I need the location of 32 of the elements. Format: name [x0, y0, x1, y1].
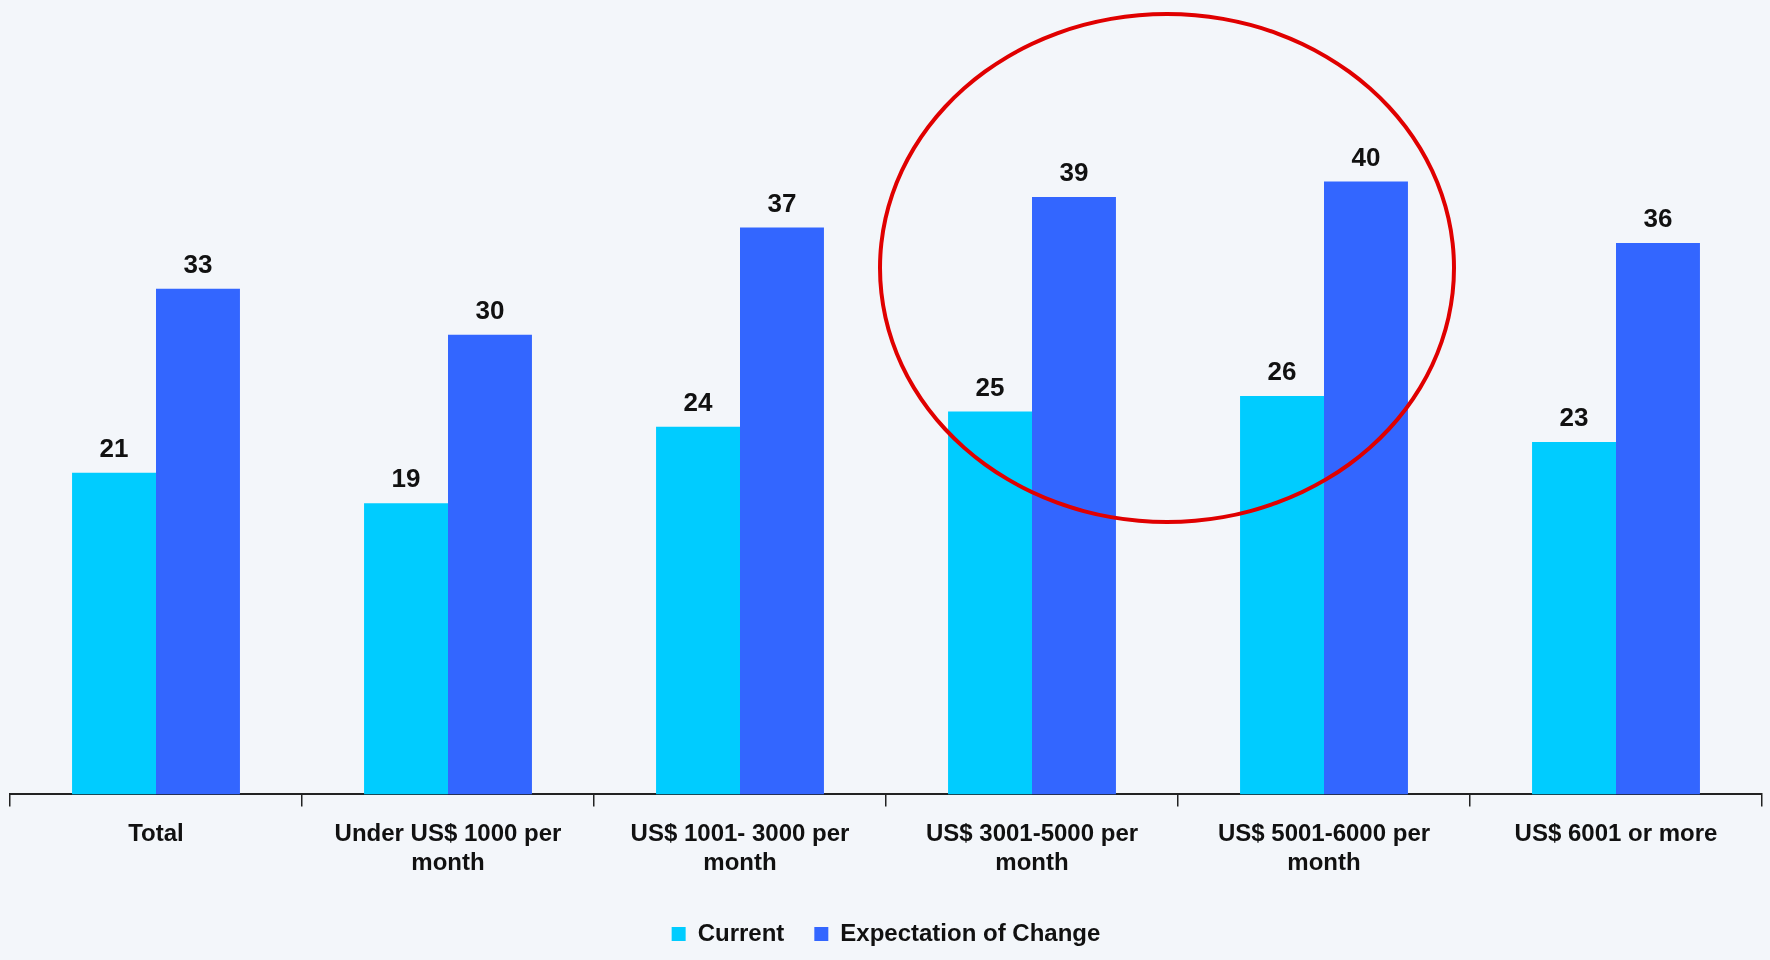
x-tick-label: Under US$ 1000 per month	[334, 819, 562, 876]
bar	[448, 334, 532, 795]
data-label: 40	[1351, 141, 1381, 172]
x-tick-label: US$ 6001 or more	[1514, 819, 1718, 847]
bar	[948, 411, 1032, 795]
data-label: 19	[391, 463, 421, 494]
bar	[1032, 196, 1116, 795]
data-label: 37	[767, 187, 797, 218]
data-label: 23	[1559, 402, 1589, 433]
data-label: 25	[975, 371, 1005, 402]
bar	[156, 288, 240, 795]
data-label: 36	[1643, 203, 1673, 234]
data-label: 30	[475, 294, 505, 325]
x-tick-label: US$ 3001-5000 per month	[925, 819, 1139, 876]
legend-label: Current	[697, 918, 785, 946]
data-label: 39	[1059, 157, 1089, 188]
bar	[1616, 242, 1700, 795]
x-tick-label: US$ 1001- 3000 per month	[630, 819, 850, 876]
x-tick-label: US$ 5001-6000 per month	[1217, 819, 1431, 876]
x-tick-label: Total	[128, 819, 184, 847]
legend-label: Expectation of Change	[840, 918, 1101, 946]
data-label: 33	[183, 249, 213, 280]
data-label: 21	[99, 432, 129, 463]
bar	[656, 426, 740, 795]
bar	[364, 503, 448, 795]
bar	[1240, 396, 1324, 795]
bar	[740, 227, 824, 795]
bar	[1324, 181, 1408, 795]
data-label: 24	[683, 386, 714, 417]
bar	[72, 472, 156, 795]
bar	[1532, 442, 1616, 795]
data-label: 26	[1267, 356, 1297, 387]
